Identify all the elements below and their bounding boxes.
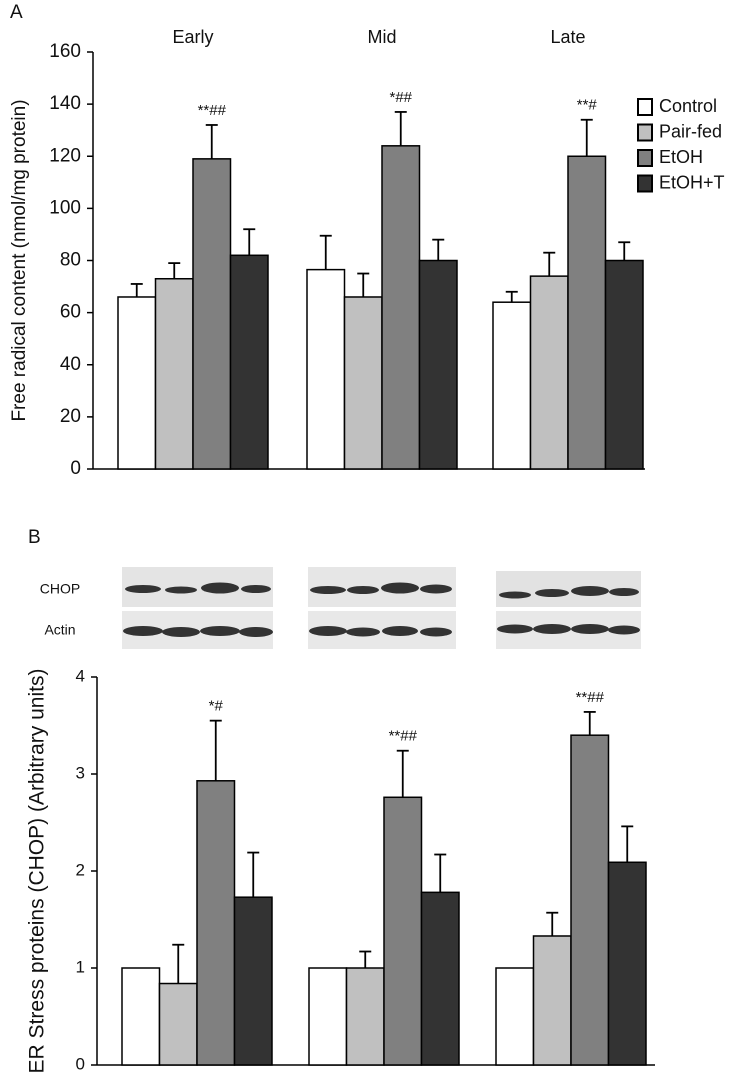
bar [604,259,644,470]
bar [343,296,383,470]
y-axis-label: Free radical content (nmol/mg protein) [9,99,30,421]
panel-label: B [28,527,41,548]
significance-label: **## [198,102,227,119]
category-label: Late [550,27,585,47]
bar [117,296,157,470]
legend-swatch [637,123,653,142]
y-tick-label: 3 [76,763,85,782]
bar [570,734,610,1066]
bar [158,982,198,1066]
significance-label: **## [576,689,605,706]
bar [229,254,269,470]
legend-swatch [637,98,653,116]
y-tick-label: 0 [70,458,81,479]
significance-label: **## [389,728,418,745]
bar [418,259,458,470]
y-tick-label: 20 [60,406,81,427]
bar [345,967,385,1066]
legend-swatch [637,174,653,193]
y-tick-label: 40 [60,354,81,375]
bar [495,967,535,1066]
blot-bands [123,582,640,637]
significance-label: **# [577,97,598,114]
blot-label: CHOP [40,581,80,597]
category-label: Mid [367,27,396,47]
legend-label: EtOH+T [659,172,725,192]
y-axis-label: ER Stress proteins (CHOP) (Arbitrary uni… [26,669,49,1074]
bar [154,277,194,470]
y-tick-label: 80 [60,250,81,271]
y-tick-label: 0 [76,1054,85,1073]
bar [567,155,607,470]
y-tick-label: 160 [49,41,81,62]
y-tick-label: 100 [49,197,81,218]
bar [121,967,161,1066]
bar [192,158,232,470]
y-tick-label: 120 [49,145,81,166]
significance-label: *## [389,89,412,106]
blot-label: Actin [44,622,75,638]
bar [308,967,348,1066]
bar [607,861,647,1066]
y-tick-label: 2 [76,860,85,879]
y-tick-label: 60 [60,302,81,323]
y-tick-label: 1 [76,957,85,976]
bar [196,780,236,1066]
significance-label: *# [209,698,224,715]
category-label: Early [172,27,213,47]
bar [306,268,346,470]
legend-label: EtOH [659,147,703,167]
y-tick-label: 140 [49,93,81,114]
panel-label: A [10,2,23,23]
bar [233,896,273,1066]
bar [492,301,532,470]
bar [383,796,423,1066]
blot-images [122,567,641,649]
legend-swatch [637,149,653,167]
bar [532,935,572,1066]
bar [529,275,569,470]
y-tick-label: 4 [76,666,85,685]
bar [381,145,421,470]
legend-label: Control [659,96,717,116]
bar [420,891,460,1066]
legend-label: Pair-fed [659,121,722,141]
